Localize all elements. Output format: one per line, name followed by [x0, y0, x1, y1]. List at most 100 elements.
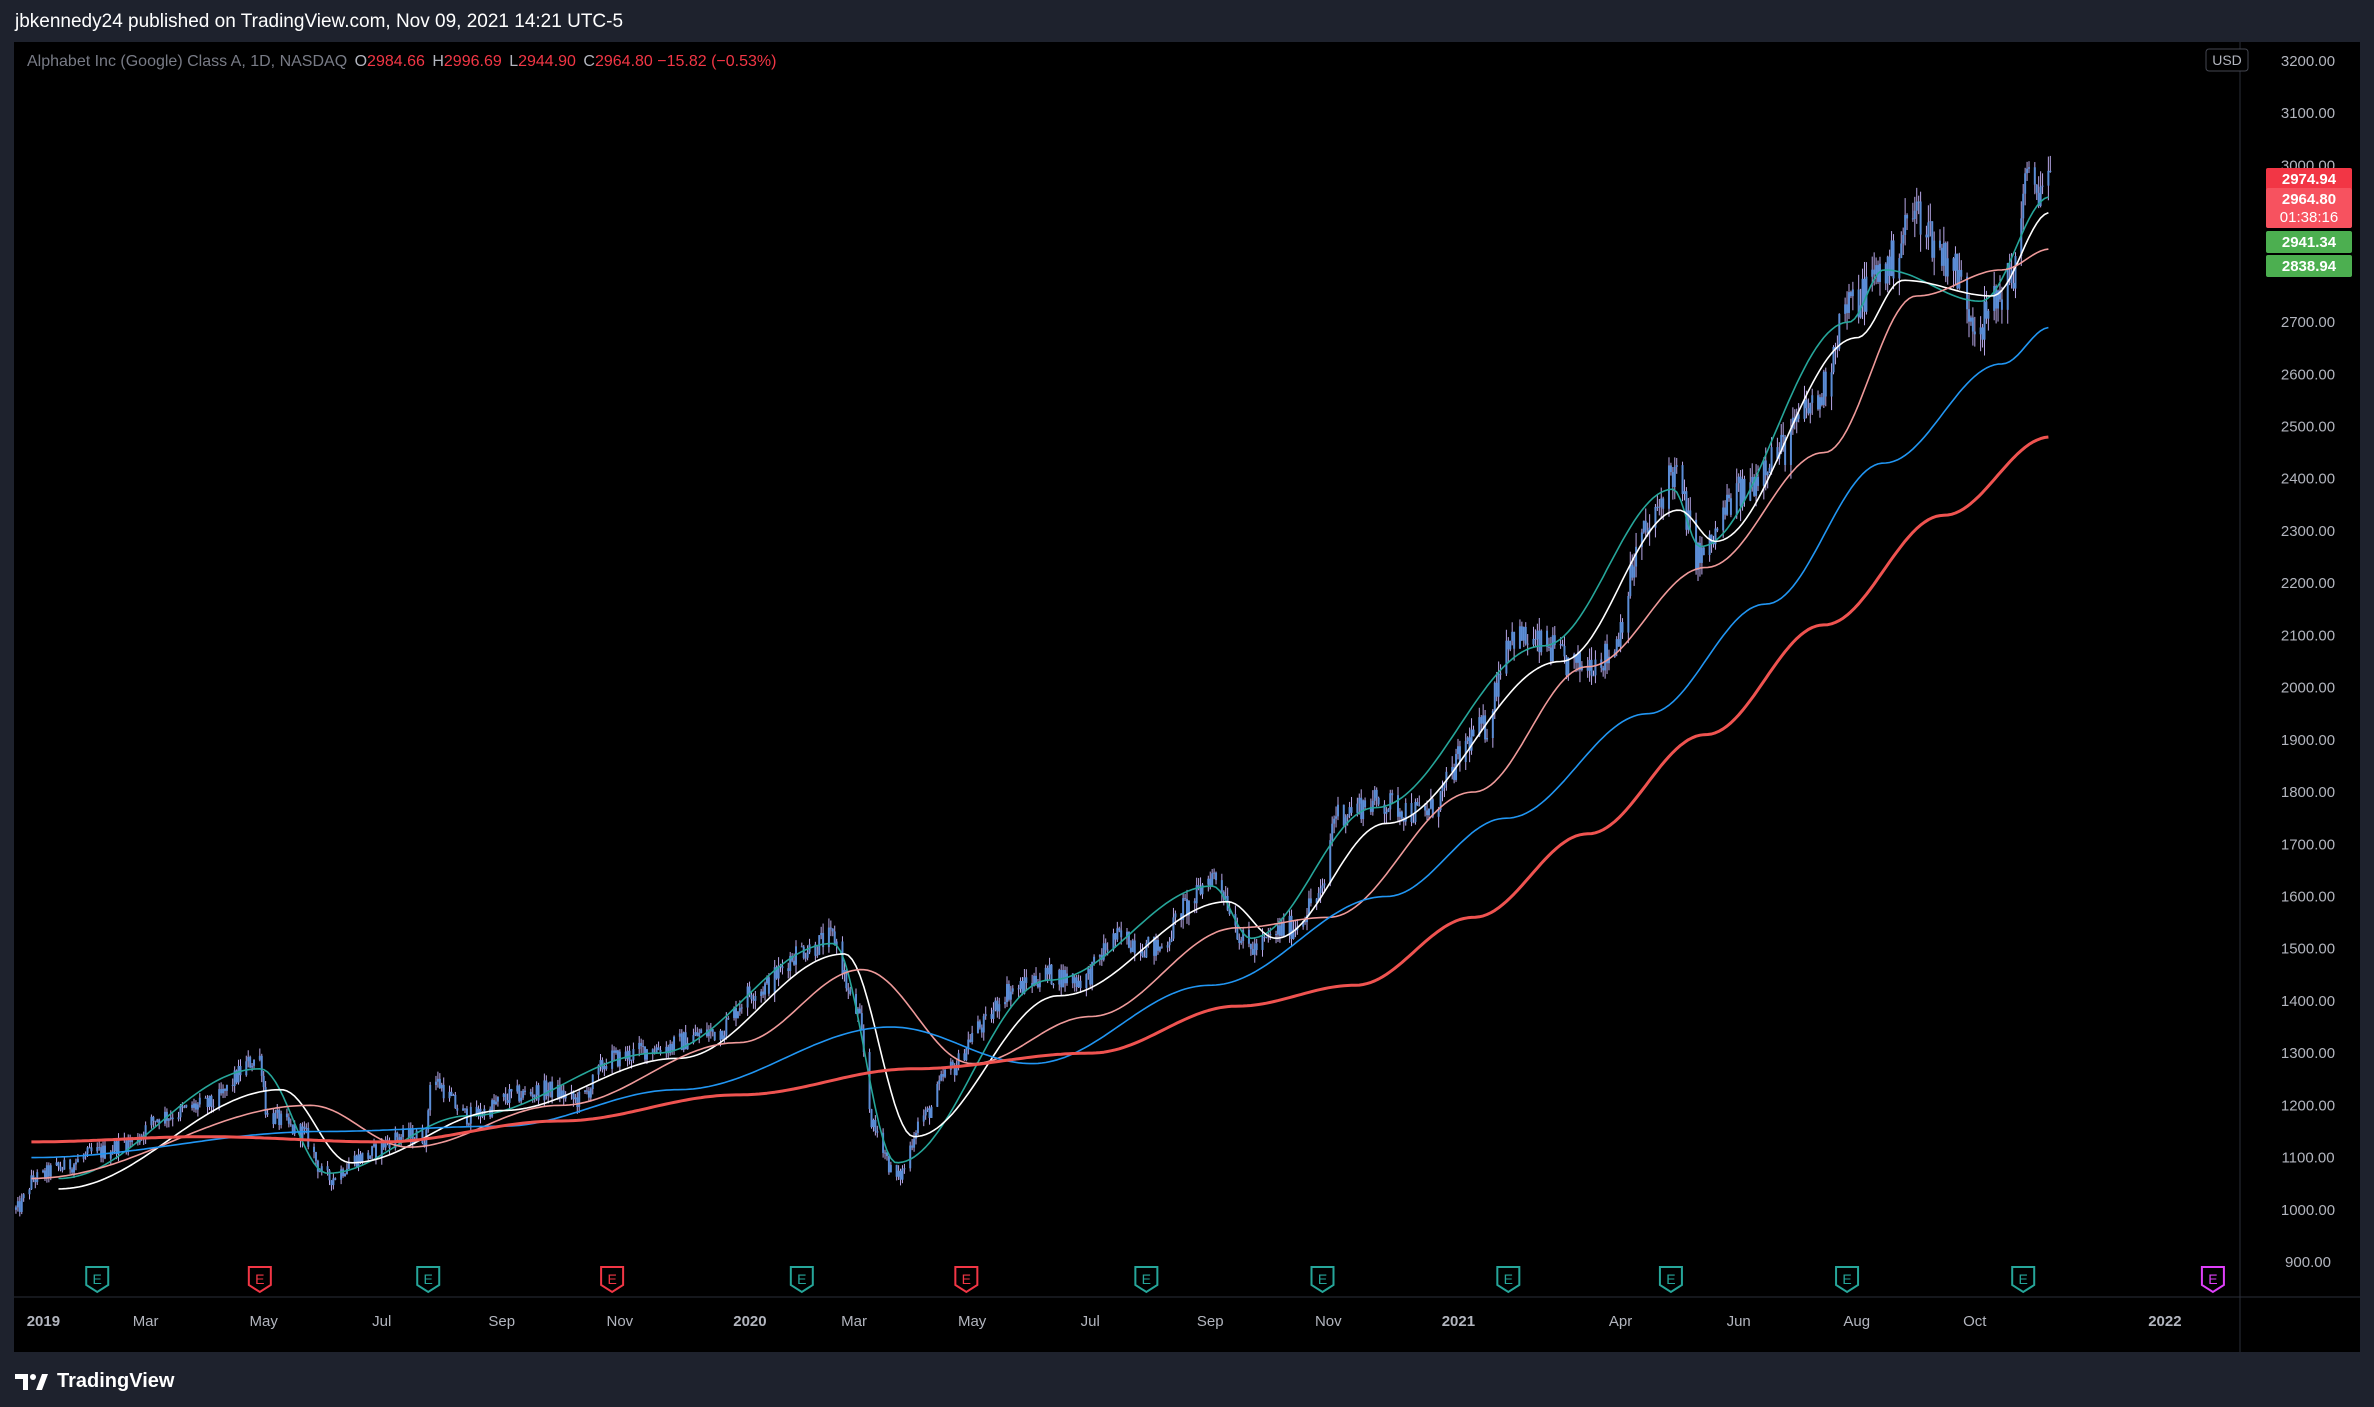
candle-body — [1102, 943, 1105, 960]
tradingview-brand[interactable]: TradingView — [15, 1370, 174, 1393]
currency-label[interactable]: USD — [2212, 52, 2242, 68]
candle-body — [1995, 285, 1998, 309]
earnings-marker[interactable] — [1496, 1266, 1521, 1294]
candle-body — [22, 1194, 25, 1199]
earnings-marker[interactable] — [1658, 1266, 1683, 1294]
candle-body — [738, 1008, 741, 1012]
candle-body — [899, 1170, 902, 1180]
candle-body — [897, 1170, 900, 1177]
candle-body — [1211, 873, 1214, 887]
candle-body — [1453, 767, 1456, 780]
candle-body — [1900, 243, 1903, 259]
candle-body — [1578, 652, 1581, 671]
candle-body — [549, 1081, 552, 1091]
time-axis[interactable]: 2019 Mar May Jul Sep Nov 2020 Mar May Jul Sep Nov 20… — [27, 1313, 2182, 1330]
candle-body — [1251, 949, 1254, 955]
candle-body — [367, 1152, 370, 1159]
candle-body — [380, 1140, 383, 1158]
chart-frame[interactable]: 3200.003100.003000.002900.002800.002700.… — [14, 42, 2360, 1352]
candle-body — [611, 1050, 614, 1069]
candle-body — [992, 1009, 995, 1019]
candle-body — [129, 1139, 132, 1142]
candle-body — [911, 1145, 914, 1148]
candle-body — [1350, 807, 1353, 813]
candle-body — [719, 1030, 722, 1041]
candle-body — [384, 1139, 387, 1148]
candle-body — [220, 1089, 223, 1094]
candle-body — [272, 1113, 275, 1125]
candle-body — [481, 1115, 484, 1117]
candle-body — [247, 1056, 250, 1062]
candle-body — [1170, 938, 1173, 942]
candle-body — [520, 1097, 523, 1102]
earnings-marker[interactable] — [1310, 1266, 1335, 1294]
candle-body — [1172, 917, 1175, 939]
candle-body — [1242, 929, 1245, 941]
open-label: O — [354, 53, 368, 70]
candle-body — [626, 1050, 629, 1059]
candle-body — [1261, 936, 1264, 950]
earnings-marker[interactable] — [1835, 1266, 1860, 1294]
earnings-marker[interactable] — [954, 1266, 979, 1294]
candle-body — [659, 1049, 662, 1054]
candle-body — [1606, 643, 1609, 664]
candle-body — [1673, 466, 1676, 488]
candle-body — [1104, 943, 1107, 950]
candle-body — [1919, 201, 1922, 235]
candle-body — [1396, 795, 1399, 817]
candle-body — [990, 1014, 993, 1019]
candle-body — [193, 1103, 196, 1108]
candle-body — [942, 1074, 945, 1077]
candle-body — [806, 952, 809, 958]
candle-body — [545, 1080, 548, 1097]
candle-body — [1147, 936, 1150, 944]
candle-body — [1160, 946, 1163, 948]
earnings-marker[interactable] — [789, 1266, 814, 1294]
candle-body — [605, 1066, 608, 1069]
candle-body — [1290, 915, 1293, 940]
candle-body — [1321, 885, 1324, 889]
candle-body — [258, 1055, 261, 1060]
candle-body — [976, 1021, 979, 1034]
candle-body — [1253, 943, 1256, 955]
candle-body — [210, 1095, 213, 1107]
price-chart[interactable]: 3200.003100.003000.002900.002800.002700.… — [14, 42, 2360, 1352]
candle-body — [14, 1207, 17, 1210]
candle-body — [1207, 878, 1210, 885]
candle-body — [1925, 234, 1928, 238]
price-axis[interactable]: 3200.003100.003000.002900.002800.002700.… — [2281, 53, 2335, 1271]
candle-body — [1724, 507, 1727, 515]
candle-body — [876, 1131, 879, 1133]
candle-body — [574, 1097, 577, 1100]
candle-body — [436, 1078, 439, 1082]
candle-body — [73, 1164, 76, 1173]
candle-body — [746, 986, 749, 1008]
candle-body — [1153, 936, 1156, 956]
earnings-marker[interactable] — [1134, 1266, 1159, 1294]
candle-body — [1700, 547, 1703, 563]
candle-body — [113, 1141, 116, 1152]
candle-body — [1960, 269, 1963, 277]
earnings-marker[interactable] — [416, 1266, 441, 1294]
candle-body — [1913, 210, 1916, 219]
earnings-marker[interactable] — [600, 1266, 625, 1294]
candle-body — [1317, 893, 1320, 899]
candle-body — [547, 1090, 550, 1097]
earnings-marker[interactable] — [247, 1266, 272, 1294]
candle-body — [1398, 811, 1401, 817]
candle-body — [1236, 925, 1239, 940]
candle-body — [1766, 472, 1769, 476]
currency-box[interactable] — [2205, 48, 2249, 72]
publish-info: jbkennedy24 published on TradingView.com… — [15, 11, 624, 32]
candle-body — [1954, 253, 1957, 271]
earnings-marker[interactable] — [85, 1266, 110, 1294]
earnings-label: E — [1666, 1271, 1675, 1287]
candle-body — [655, 1047, 658, 1053]
earnings-marker[interactable] — [2011, 1266, 2036, 1294]
time-tick-label: Aug — [1843, 1313, 1870, 1330]
candle-body — [305, 1127, 308, 1129]
candle-body — [733, 1007, 736, 1018]
candle-body — [71, 1169, 74, 1173]
earnings-marker[interactable] — [2200, 1266, 2225, 1294]
